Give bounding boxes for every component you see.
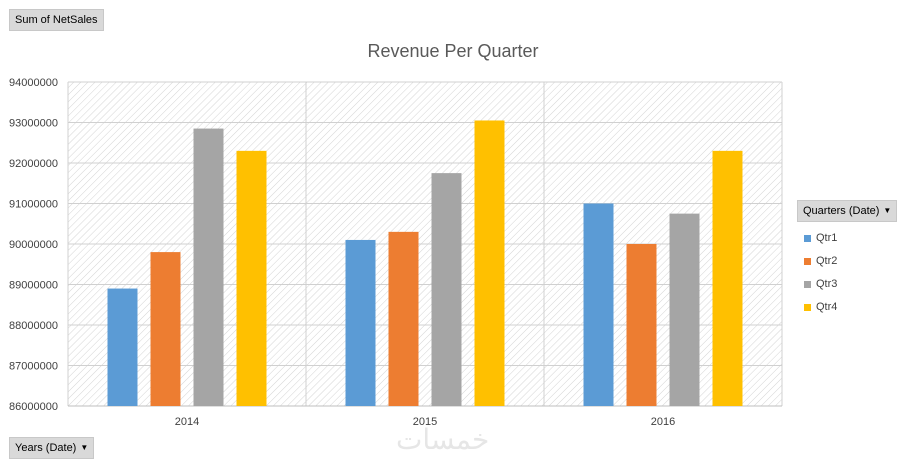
y-tick-label: 91000000 (9, 199, 58, 211)
legend-item-qtr3: Qtr3 (804, 277, 897, 291)
y-tick-label: 88000000 (9, 320, 58, 332)
bar-qtr1-2016 (583, 203, 614, 406)
y-tick-label: 93000000 (9, 118, 58, 130)
legend-swatch (804, 257, 811, 265)
y-tick-label: 94000000 (9, 77, 58, 89)
y-tick-label: 92000000 (9, 158, 58, 170)
y-tick-label: 86000000 (9, 401, 58, 413)
bar-qtr4-2014 (236, 150, 267, 406)
bar-qtr2-2014 (150, 252, 181, 406)
bar-qtr3-2016 (669, 213, 700, 406)
y-tick-label: 90000000 (9, 239, 58, 251)
legend-label: Qtr2 (816, 255, 838, 267)
x-tick-label: 2015 (413, 416, 437, 428)
legend-items: Qtr1 Qtr2 Qtr3 Qtr4 (797, 231, 897, 314)
bar-qtr4-2015 (474, 120, 505, 406)
chart-legend: Quarters (Date) ▼ Qtr1 Qtr2 Qtr3 Qtr4 (797, 200, 898, 314)
legend-swatch (804, 303, 811, 311)
legend-item-qtr1: Qtr1 (804, 231, 897, 245)
quarters-field-button[interactable]: Quarters (Date) ▼ (797, 200, 898, 222)
legend-swatch (804, 234, 811, 242)
value-field-label: Sum of NetSales (15, 14, 98, 26)
dropdown-arrow-icon[interactable]: ▼ (80, 443, 89, 452)
legend-item-qtr2: Qtr2 (804, 254, 897, 268)
bar-qtr3-2014 (193, 128, 224, 406)
bar-qtr2-2015 (388, 231, 419, 406)
y-tick-label: 87000000 (9, 361, 58, 373)
x-tick-label: 2014 (175, 416, 199, 428)
bar-qtr1-2014 (107, 288, 138, 406)
dropdown-arrow-icon[interactable]: ▼ (883, 206, 892, 215)
legend-label: Qtr3 (816, 278, 838, 290)
y-tick-label: 89000000 (9, 280, 58, 292)
watermark-logo: خمسات (396, 423, 490, 456)
legend-label: Qtr1 (816, 232, 838, 244)
legend-label: Qtr4 (816, 301, 838, 313)
value-field-button[interactable]: Sum of NetSales (9, 9, 104, 31)
bar-qtr4-2016 (712, 150, 743, 406)
bar-qtr1-2015 (345, 239, 376, 406)
quarters-field-label: Quarters (Date) (803, 205, 880, 217)
legend-swatch (804, 280, 811, 288)
chart-title: Revenue Per Quarter (367, 41, 539, 61)
legend-item-qtr4: Qtr4 (804, 300, 897, 314)
x-tick-label: 2016 (651, 416, 675, 428)
years-field-button[interactable]: Years (Date) ▼ (9, 437, 95, 459)
bar-qtr2-2016 (626, 244, 657, 406)
bar-qtr3-2015 (431, 173, 462, 406)
years-field-label: Years (Date) (15, 442, 77, 454)
